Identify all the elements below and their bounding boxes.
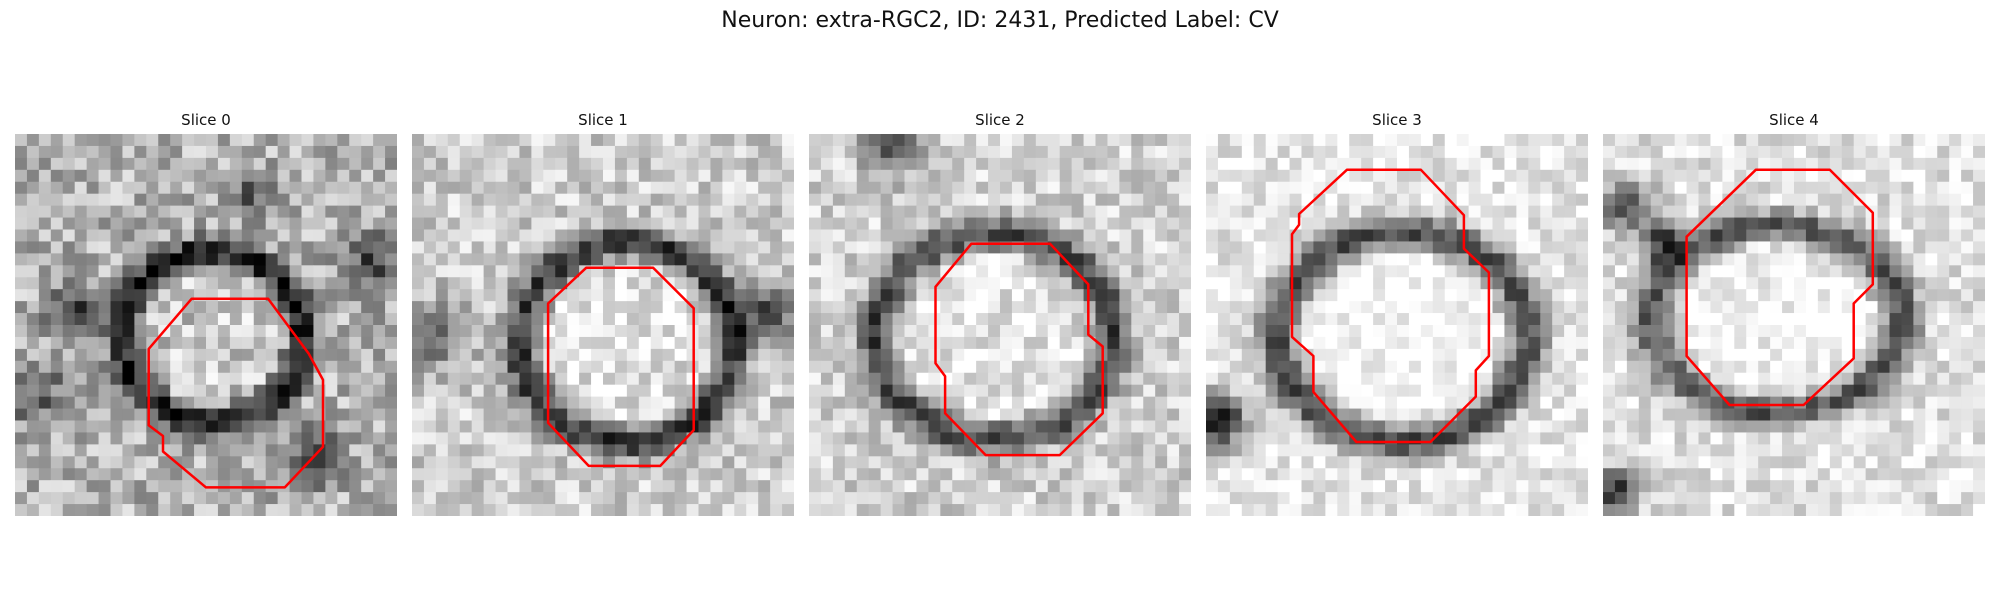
slice-image-1	[412, 134, 794, 516]
cell-contour	[546, 266, 695, 468]
slice-panel-4: Slice 4	[1603, 109, 1985, 516]
slice-image-3	[1206, 134, 1588, 516]
slice-title-1: Slice 1	[578, 111, 628, 129]
slice-panel-3: Slice 3	[1206, 109, 1588, 516]
slice-title-2: Slice 2	[975, 111, 1025, 129]
slice-image-0	[15, 134, 397, 516]
cell-contour	[147, 297, 325, 489]
cell-contour	[1290, 168, 1491, 444]
slice-image-4	[1603, 134, 1985, 516]
slice-title-0: Slice 0	[181, 111, 231, 129]
slice-pixels	[412, 134, 794, 516]
slice-pixels	[15, 134, 397, 516]
slice-image-2	[809, 134, 1191, 516]
cell-contour	[1685, 168, 1875, 407]
slice-panel-1: Slice 1	[412, 109, 794, 516]
cell-contour	[934, 242, 1104, 457]
slice-title-3: Slice 3	[1372, 111, 1422, 129]
slice-pixels	[1206, 134, 1588, 516]
slice-panel-0: Slice 0	[15, 109, 397, 516]
figure-title: Neuron: extra-RGC2, ID: 2431, Predicted …	[721, 8, 1279, 33]
slice-panel-2: Slice 2	[809, 109, 1191, 516]
slice-title-4: Slice 4	[1769, 111, 1819, 129]
slice-pixels	[809, 134, 1191, 516]
slice-pixels	[1603, 134, 1985, 516]
